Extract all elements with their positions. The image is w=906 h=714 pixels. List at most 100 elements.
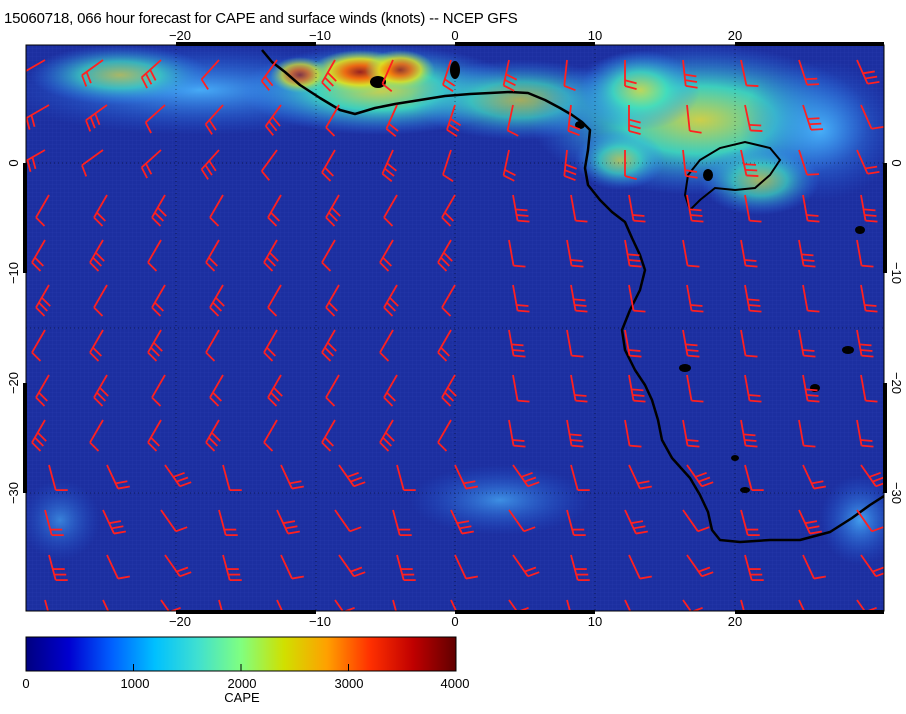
wind-barb-feather: [353, 571, 366, 578]
wind-barb-shaft: [222, 554, 231, 581]
wind-barb-feather: [513, 354, 526, 358]
wind-barb-feather: [448, 123, 460, 132]
wind-barb-feather: [108, 520, 122, 525]
wind-barb-shaft: [437, 419, 452, 443]
wind-barb-shaft: [321, 419, 336, 443]
wind-barb-feather: [151, 396, 162, 407]
wind-barb-shaft: [740, 239, 747, 266]
wind-barb-shaft: [856, 149, 869, 175]
wind-barb-feather: [524, 617, 535, 621]
wind-barb-feather: [744, 259, 757, 262]
wind-barb-feather: [267, 216, 278, 227]
wind-barb-shaft: [35, 374, 50, 398]
wind-barb-feather: [810, 128, 824, 131]
wind-barb-feather: [806, 394, 819, 397]
wind-barb-shaft: [682, 329, 689, 356]
wind-barb-feather: [325, 306, 336, 317]
wind-barb-shaft: [628, 464, 641, 489]
wind-barb-feather: [571, 444, 584, 448]
wind-barb-feather: [447, 386, 457, 397]
wind-barb-feather: [117, 575, 130, 580]
wind-barb-shaft: [325, 194, 340, 218]
wind-barb-feather: [383, 396, 394, 407]
wind-barb-feather: [383, 216, 394, 227]
bottom-lon-label: 20: [728, 614, 742, 629]
wind-barb-shaft: [209, 374, 224, 398]
wind-barb-feather: [114, 621, 126, 623]
wind-barb-shaft: [686, 554, 703, 577]
wind-barb-shaft: [89, 239, 104, 263]
wind-barb-feather: [212, 391, 222, 402]
wind-barb-shaft: [628, 554, 641, 579]
wind-barb-shaft: [744, 104, 752, 131]
wind-barb-feather: [527, 571, 540, 578]
right-lat-label: −10: [889, 262, 904, 284]
wind-barb-shaft: [325, 104, 340, 128]
wind-barb-feather: [382, 436, 392, 447]
wind-barb-feather: [505, 73, 518, 81]
wind-barb-shaft: [802, 374, 809, 401]
wind-barb-shaft: [218, 509, 227, 536]
map-panel: [26, 45, 884, 623]
wind-barb-shaft: [856, 329, 863, 356]
wind-barb-shaft: [682, 419, 689, 446]
wind-barb-feather: [327, 71, 337, 82]
wind-barb-feather: [865, 606, 877, 611]
wind-barb-feather: [701, 571, 714, 578]
wind-barb-feather: [517, 309, 530, 313]
wind-barb-feather: [633, 525, 646, 530]
colorbar-ticks: [133, 664, 349, 671]
wind-barb-feather: [205, 261, 216, 272]
wind-barb-shaft: [566, 419, 573, 446]
wind-barb-feather: [813, 575, 826, 580]
wind-barb-shaft: [89, 419, 104, 443]
wind-barb-shaft: [147, 239, 162, 263]
wind-barb-feather: [153, 341, 163, 352]
wind-barb-feather: [862, 70, 875, 75]
wind-barb-shaft: [276, 509, 289, 534]
wind-barb-feather: [34, 256, 44, 267]
wind-barb-feather: [204, 164, 213, 176]
wind-barb-feather: [385, 431, 395, 442]
wind-barb-shaft: [381, 149, 394, 175]
wind-barb-feather: [513, 264, 526, 268]
wind-barb-feather: [861, 444, 874, 448]
wind-barb-shaft: [200, 59, 220, 80]
wind-barb-shaft: [321, 59, 336, 83]
wind-barb-feather: [26, 82, 27, 85]
wind-barb-feather: [325, 126, 336, 137]
wind-barb-feather: [96, 211, 106, 222]
wind-barb-feather: [574, 304, 587, 307]
wind-barb-feather: [701, 481, 714, 488]
wind-barb-feather: [265, 125, 274, 136]
wind-barb-feather: [865, 309, 878, 313]
wind-barb-shaft: [744, 464, 753, 491]
wind-barb-feather: [145, 163, 153, 175]
bottom-lon-label: −20: [169, 614, 191, 629]
wind-barb-feather: [35, 306, 46, 317]
wind-barb-feather: [382, 256, 392, 267]
wind-barb-feather: [147, 261, 158, 272]
wind-barb-shaft: [321, 149, 336, 173]
wind-barb-feather: [871, 125, 884, 130]
wind-barb-feather: [512, 349, 525, 352]
wind-barb-feather: [748, 304, 761, 307]
wind-barb-feather: [570, 439, 583, 442]
wind-barb-feather: [686, 349, 699, 352]
wind-barb-feather: [176, 566, 189, 573]
wind-barb-shaft: [209, 194, 224, 218]
wind-barb-shaft: [147, 329, 162, 353]
wind-barb-feather: [37, 431, 47, 442]
wind-barb-shaft: [200, 149, 220, 170]
wind-barb-shaft: [566, 599, 571, 611]
wind-barb-feather: [571, 354, 584, 358]
wind-barb-feather: [208, 160, 217, 172]
wind-barb-feather: [288, 621, 300, 623]
wind-barb-feather: [503, 84, 515, 92]
wind-barb-feather: [268, 120, 278, 132]
wind-barb-shaft: [35, 194, 50, 218]
wind-barb-shaft: [570, 554, 579, 581]
wind-barb-shaft: [276, 599, 284, 611]
wind-barb-feather: [327, 341, 337, 352]
wind-barb-shaft: [744, 284, 751, 311]
